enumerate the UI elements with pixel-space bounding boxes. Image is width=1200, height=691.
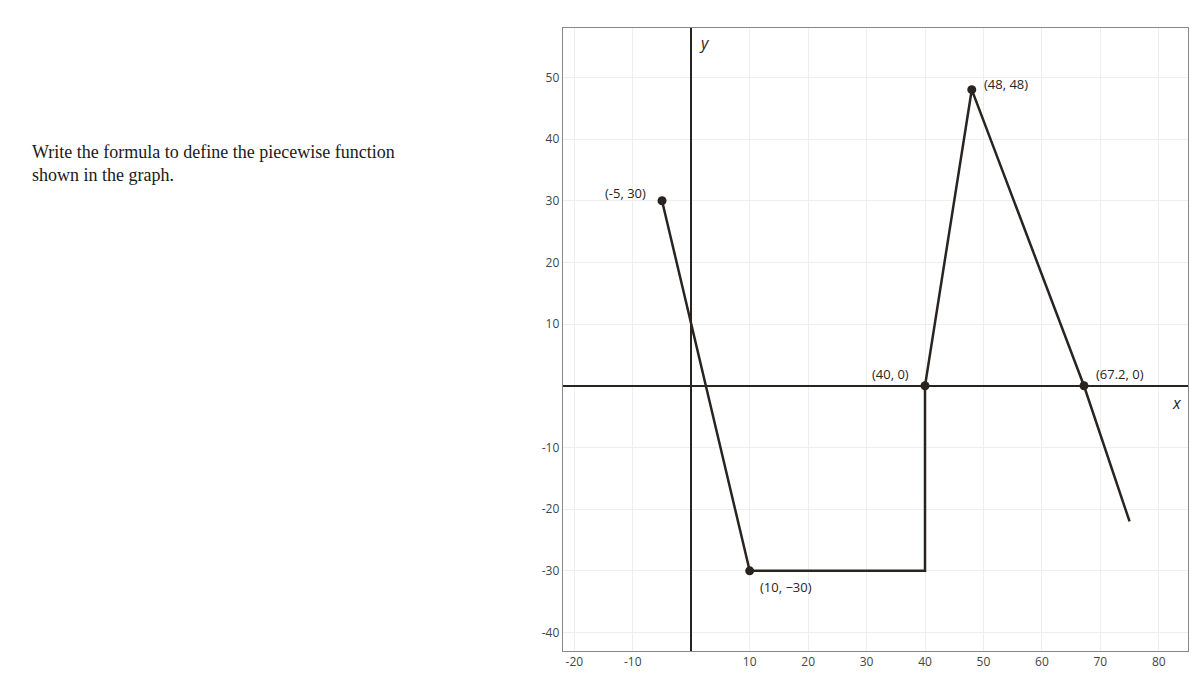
svg-text:-30: -30: [542, 562, 560, 579]
svg-text:40: 40: [546, 130, 560, 147]
svg-text:(67.2, 0): (67.2, 0): [1096, 365, 1144, 383]
svg-text:-20: -20: [566, 653, 584, 670]
svg-text:(-5, 30): (-5, 30): [605, 184, 646, 202]
svg-text:-40: -40: [542, 624, 560, 641]
svg-text:40: 40: [918, 653, 932, 670]
svg-text:10: 10: [546, 315, 560, 332]
svg-text:x: x: [1172, 392, 1182, 414]
svg-text:30: 30: [860, 653, 874, 670]
svg-text:80: 80: [1152, 653, 1166, 670]
svg-text:60: 60: [1035, 653, 1049, 670]
svg-text:Write the formula to define th: Write the formula to define the piecewis…: [32, 142, 395, 185]
svg-text:(40, 0): (40, 0): [872, 365, 909, 383]
svg-text:(10, −30): (10, −30): [760, 578, 812, 596]
svg-text:50: 50: [546, 69, 560, 86]
svg-text:70: 70: [1093, 653, 1107, 670]
svg-text:20: 20: [546, 254, 560, 271]
svg-text:20: 20: [801, 653, 815, 670]
svg-text:-10: -10: [624, 653, 642, 670]
svg-text:50: 50: [977, 653, 991, 670]
svg-text:-10: -10: [542, 439, 560, 456]
svg-text:30: 30: [546, 192, 560, 209]
svg-text:10: 10: [743, 653, 757, 670]
svg-text:y: y: [699, 32, 710, 54]
svg-text:(48, 48): (48, 48): [984, 75, 1028, 93]
svg-text:-20: -20: [542, 500, 560, 517]
